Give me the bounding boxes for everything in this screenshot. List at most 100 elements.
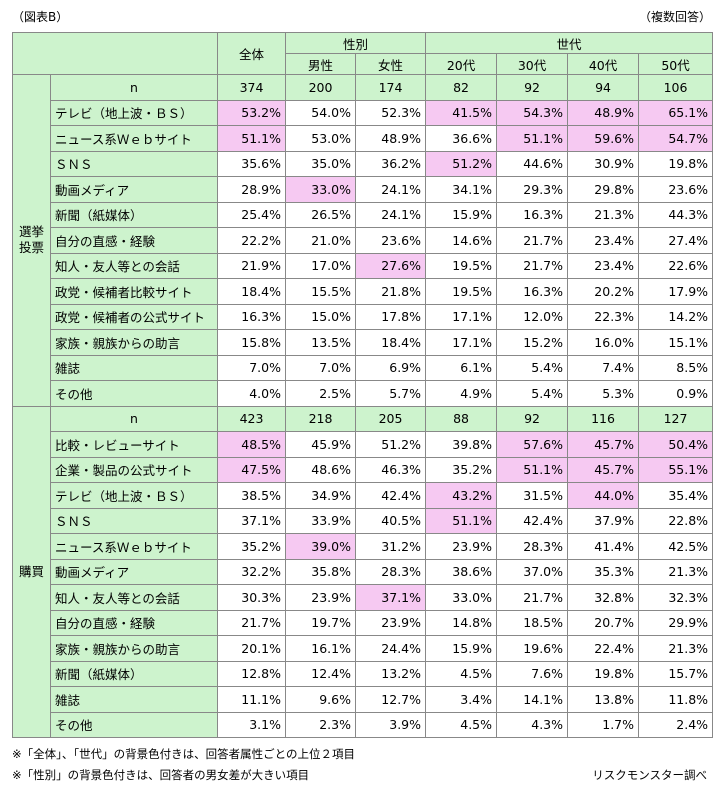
value: 21.3%: [567, 201, 640, 228]
value: 57.6%: [496, 431, 569, 458]
value: 1.7%: [567, 711, 640, 738]
value: 45.9%: [285, 431, 356, 458]
value: 59.6%: [567, 125, 640, 152]
value: 30.9%: [567, 150, 640, 177]
value: 4.9%: [425, 380, 498, 407]
value: 5.7%: [354, 380, 427, 407]
value: 23.9%: [425, 533, 498, 560]
row-label: ＳＮＳ: [50, 150, 218, 177]
value: 33.9%: [285, 507, 356, 534]
value: 3.4%: [425, 686, 498, 713]
footnote: ※「全体」、「世代」の背景色付きは、回答者属性ごとの上位２項目: [12, 747, 356, 761]
value: 21.7%: [496, 252, 569, 279]
value: 17.8%: [354, 303, 427, 330]
n-value: 106: [638, 74, 714, 101]
value: 17.1%: [425, 329, 498, 356]
value: 2.3%: [285, 711, 356, 738]
row: 知人・友人等との会話 21.9% 17.0% 27.6% 19.5% 21.7% 23.4%…: [13, 252, 714, 279]
row-label: テレビ（地上波・ＢＳ）: [50, 482, 218, 509]
value: 39.0%: [285, 533, 356, 560]
value: 13.8%: [567, 686, 640, 713]
row: その他 4.0% 2.5% 5.7% 4.9% 5.4% 5.3% 0.9%: [13, 380, 714, 407]
value: 7.4%: [567, 354, 640, 381]
source: リスクモンスター調べ: [592, 768, 707, 782]
value: 24.1%: [354, 176, 427, 203]
value: 42.5%: [638, 533, 714, 560]
value: 48.9%: [354, 125, 427, 152]
value: 19.7%: [285, 609, 356, 636]
row-label: 政党・候補者の公式サイト: [50, 303, 218, 330]
row: ＳＮＳ 37.1% 33.9% 40.5% 51.1% 42.4% 37.9% 22.8%: [13, 507, 714, 534]
value: 12.7%: [354, 686, 427, 713]
value: 28.3%: [354, 558, 427, 585]
value: 34.1%: [425, 176, 498, 203]
row-label: 家族・親族からの助言: [50, 635, 218, 662]
value: 17.0%: [285, 252, 356, 279]
value: 48.9%: [567, 99, 640, 126]
value: 38.5%: [217, 482, 286, 509]
value: 23.6%: [354, 227, 427, 254]
value: 28.9%: [217, 176, 286, 203]
value: 15.9%: [425, 635, 498, 662]
value: 23.6%: [638, 176, 714, 203]
n-label: n: [50, 74, 218, 101]
value: 32.3%: [638, 584, 714, 611]
n-value: 92: [496, 405, 569, 432]
value: 21.7%: [496, 227, 569, 254]
row: 雑誌 7.0% 7.0% 6.9% 6.1% 5.4% 7.4% 8.5%: [13, 354, 714, 381]
row: 家族・親族からの助言 20.1% 16.1% 24.4% 15.9% 19.6% 22.4%…: [13, 635, 714, 662]
value: 20.2%: [567, 278, 640, 305]
row-label: その他: [50, 380, 218, 407]
value: 20.1%: [217, 635, 286, 662]
value: 14.1%: [496, 686, 569, 713]
value: 9.6%: [285, 686, 356, 713]
n-value: 174: [354, 74, 427, 101]
value: 7.6%: [496, 660, 569, 687]
value: 51.1%: [496, 125, 569, 152]
value: 46.3%: [354, 456, 427, 483]
value: 4.5%: [425, 660, 498, 687]
value: 7.0%: [285, 354, 356, 381]
column-header: 男性: [285, 53, 356, 75]
value: 54.7%: [638, 125, 714, 152]
value: 30.3%: [217, 584, 286, 611]
value: 13.2%: [354, 660, 427, 687]
value: 22.2%: [217, 227, 286, 254]
value: 23.4%: [567, 252, 640, 279]
value: 15.1%: [638, 329, 714, 356]
value: 44.0%: [567, 482, 640, 509]
value: 3.9%: [354, 711, 427, 738]
row-label: ＳＮＳ: [50, 507, 218, 534]
row-label: ニュース系Ｗｅｂサイト: [50, 125, 218, 152]
row: 比較・レビューサイト 48.5% 45.9% 51.2% 39.8% 57.6% 45.7%…: [13, 431, 714, 458]
section-label: 選挙投票: [12, 74, 51, 407]
n-value: 88: [425, 405, 498, 432]
value: 4.3%: [496, 711, 569, 738]
value: 51.2%: [425, 150, 498, 177]
value: 22.4%: [567, 635, 640, 662]
value: 34.9%: [285, 482, 356, 509]
value: 16.1%: [285, 635, 356, 662]
n-value: 374: [217, 74, 286, 101]
value: 35.2%: [217, 533, 286, 560]
row: 企業・製品の公式サイト 47.5% 48.6% 46.3% 35.2% 51.1% 45.7…: [13, 456, 714, 483]
value: 24.4%: [354, 635, 427, 662]
row: テレビ（地上波・ＢＳ） 53.2% 54.0% 52.3% 41.5% 54.3% 48.9…: [13, 99, 714, 126]
row: 選挙投票 n 374 200 174 82 92 94 106: [12, 74, 714, 407]
value: 29.3%: [496, 176, 569, 203]
value: 4.5%: [425, 711, 498, 738]
value: 16.3%: [217, 303, 286, 330]
value: 7.0%: [217, 354, 286, 381]
value: 21.7%: [496, 584, 569, 611]
row-label: 新聞（紙媒体）: [50, 660, 218, 687]
value: 15.2%: [496, 329, 569, 356]
value: 41.5%: [425, 99, 498, 126]
row-label: 動画メディア: [50, 558, 218, 585]
row: 雑誌 11.1% 9.6% 12.7% 3.4% 14.1% 13.8% 11.8%: [13, 686, 714, 713]
n-value: 82: [425, 74, 498, 101]
value: 44.6%: [496, 150, 569, 177]
value: 17.9%: [638, 278, 714, 305]
value: 8.5%: [638, 354, 714, 381]
value: 47.5%: [217, 456, 286, 483]
value: 19.6%: [496, 635, 569, 662]
